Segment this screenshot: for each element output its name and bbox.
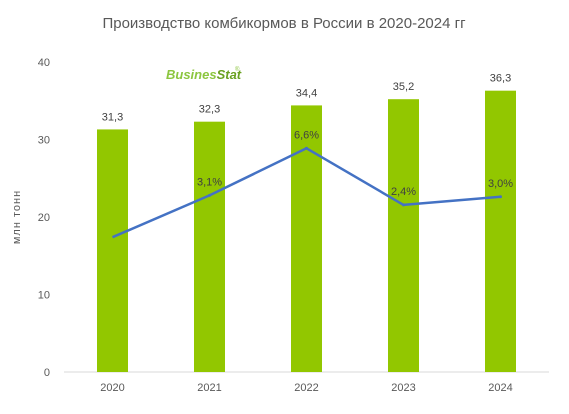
x-tick-label: 2022 — [294, 382, 318, 394]
line-point — [402, 203, 405, 207]
svg-text:BusinesStat: BusinesStat — [166, 67, 242, 82]
bar — [194, 121, 225, 372]
y-tick-label: 40 — [38, 57, 50, 69]
logo-text-part1: Busines — [166, 67, 217, 82]
line-value-label: 2,4% — [391, 186, 416, 198]
bar-value-label: 31,3 — [102, 111, 123, 123]
y-tick-label: 0 — [44, 367, 50, 379]
line-point — [499, 195, 502, 199]
logo-registered-mark: ® — [235, 66, 240, 73]
logo-text-part2: Stat — [217, 67, 242, 82]
x-tick-label: 2024 — [488, 382, 512, 394]
x-tick-label: 2021 — [197, 382, 221, 394]
bar-value-label: 36,3 — [490, 73, 511, 85]
x-tick-label: 2020 — [100, 382, 124, 394]
bar-value-label: 32,3 — [199, 104, 220, 116]
bar-data-labels: 31,3 32,3 34,4 35,2 36,3 — [102, 73, 511, 124]
bar — [388, 99, 419, 372]
bar — [485, 90, 516, 373]
line-point — [305, 146, 308, 150]
line-value-label: 6,6% — [294, 129, 319, 141]
y-axis-label: млн тонн — [11, 190, 23, 244]
y-tick-label: 30 — [38, 135, 50, 147]
bar — [291, 105, 322, 373]
x-axis-ticks: 2020 2021 2022 2023 2024 — [100, 382, 512, 394]
bar-value-label: 35,2 — [393, 81, 414, 93]
bar-value-label: 34,4 — [296, 87, 317, 99]
watermark-logo: BusinesStat ® — [166, 66, 242, 82]
line-point — [208, 193, 211, 197]
line-data-labels: 3,1% 6,6% 2,4% 3,0% — [197, 129, 513, 207]
line-value-label: 3,0% — [488, 178, 513, 190]
line-value-label: 3,1% — [197, 176, 222, 188]
y-axis-ticks: 0 10 20 30 40 — [38, 57, 50, 379]
bar — [97, 129, 128, 372]
x-tick-label: 2023 — [391, 382, 415, 394]
bar-series — [97, 90, 516, 373]
chart-title: Производство комбикормов в России в 2020… — [102, 15, 466, 32]
y-tick-label: 20 — [38, 212, 50, 224]
y-tick-label: 10 — [38, 290, 50, 302]
